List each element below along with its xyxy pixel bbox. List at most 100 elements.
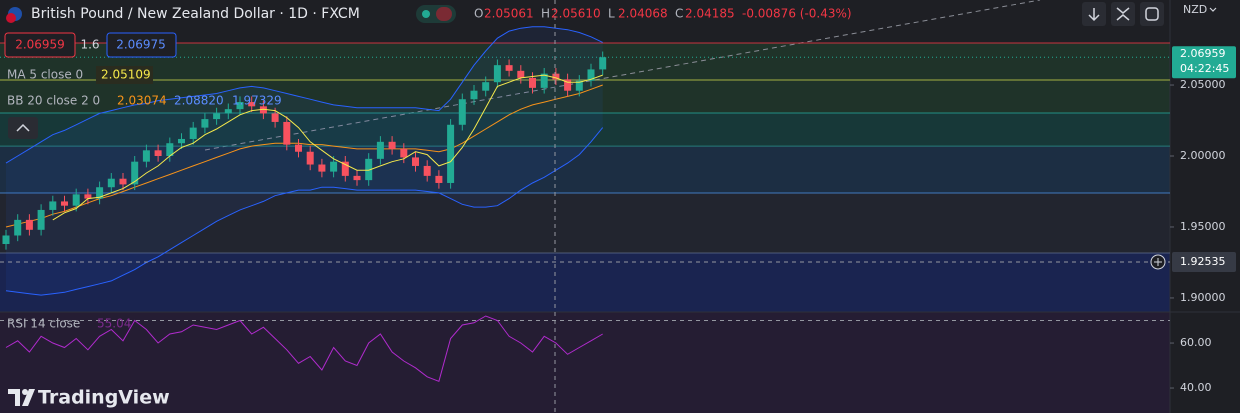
ohlc-label: C xyxy=(675,7,683,21)
rsi-tick-label: 40.00 xyxy=(1180,381,1212,394)
logo-mark xyxy=(8,389,35,406)
candle-body xyxy=(2,235,10,245)
bb-lower xyxy=(5,127,604,296)
scroll-icon xyxy=(1088,8,1100,22)
ma-name[interactable]: MA 5 close 0 xyxy=(7,68,83,82)
collapse-icon xyxy=(1116,7,1130,21)
market-status-badge xyxy=(436,7,452,21)
candle-body xyxy=(529,77,536,88)
candle-body xyxy=(505,65,513,71)
ohlc-value: 2.04185 xyxy=(685,7,735,21)
candle-body xyxy=(341,161,349,176)
y-tick-label: 1.95000 xyxy=(1180,220,1226,233)
candle-body xyxy=(178,138,185,144)
candle-body xyxy=(259,106,267,114)
sell-price[interactable]: 2.06959 xyxy=(15,38,65,52)
candle-body xyxy=(236,102,244,110)
market-status-dot xyxy=(422,10,430,18)
logo-text: TradingView xyxy=(38,387,170,409)
candle-body xyxy=(142,150,150,162)
collapse-button[interactable] xyxy=(1111,2,1135,26)
bb-name[interactable]: BB 20 close 2 0 xyxy=(7,94,100,108)
collapse-icon xyxy=(16,123,30,132)
candle-body xyxy=(213,113,221,120)
symbol-header: British Pound / New Zealand Dollar · 1D … xyxy=(6,5,456,23)
y-tick-label: 2.00000 xyxy=(1180,149,1226,162)
y-tick-label: 2.05000 xyxy=(1180,78,1226,91)
ohlc-values: O 2.05061 H 2.05610 L 2.04068 C 2.04185 xyxy=(474,7,735,21)
ohlc-label: O xyxy=(474,7,483,21)
crosshair-price-label: 1.92535 xyxy=(1180,255,1226,268)
candle-body xyxy=(37,209,45,230)
bb-upper-value: 2.08820 xyxy=(174,94,224,108)
candle-body xyxy=(201,119,209,128)
price-zone xyxy=(0,252,1170,312)
rsi-pane-background xyxy=(0,312,1170,413)
candle-body xyxy=(96,187,104,199)
candle-body xyxy=(61,201,68,206)
price-change: -0.00876 (-0.43%) xyxy=(742,7,852,21)
symbol-flag xyxy=(6,13,16,23)
rsi-value: 55.04 xyxy=(97,317,131,331)
buy-button[interactable] xyxy=(106,32,177,58)
candle-body xyxy=(283,121,291,145)
candle-body xyxy=(376,141,384,159)
candle-body xyxy=(72,194,80,206)
currency-caret xyxy=(1209,7,1217,12)
candle-body xyxy=(599,57,607,70)
candle-body xyxy=(318,164,326,172)
logo: TradingView xyxy=(8,387,170,409)
candle-body xyxy=(353,175,361,181)
fullscreen-icon xyxy=(1145,7,1159,21)
buy-price[interactable]: 2.06975 xyxy=(116,38,166,52)
candle-body xyxy=(423,165,431,176)
fullscreen-button[interactable] xyxy=(1140,2,1164,26)
ma-value: 2.05109 xyxy=(101,68,151,82)
candle-body xyxy=(330,161,338,172)
currency[interactable]: NZD xyxy=(1183,3,1207,16)
ohlc-value: 2.05610 xyxy=(551,7,601,21)
candle-body xyxy=(295,144,302,152)
candle-body xyxy=(119,178,127,185)
bb-basis-value: 2.03074 xyxy=(117,94,167,108)
bb-upper xyxy=(5,26,603,164)
ohlc-label: L xyxy=(608,7,615,21)
bb-fill xyxy=(6,26,603,296)
ohlc-value: 2.04068 xyxy=(618,7,668,21)
price-axis: 2.05000 2.00000 1.95000 1.90000 60.00 40.00 2.… xyxy=(1170,46,1236,394)
collapse-legend-button[interactable] xyxy=(8,117,38,139)
rsi-tick-label: 60.00 xyxy=(1180,336,1212,349)
price-zone xyxy=(0,43,1170,113)
last-price-box xyxy=(1172,46,1236,79)
plot xyxy=(0,26,1170,382)
candle-body xyxy=(189,127,197,139)
candle-body xyxy=(517,70,525,78)
rsi-line xyxy=(5,315,603,382)
candle-body xyxy=(49,201,57,210)
candle-body xyxy=(166,143,174,156)
trend-line xyxy=(204,0,1041,151)
candle-body xyxy=(224,109,232,114)
spread: 1.6 xyxy=(80,38,99,52)
candle-body xyxy=(575,80,583,91)
symbol-title[interactable]: British Pound / New Zealand Dollar · 1D … xyxy=(31,6,360,22)
candle-body xyxy=(306,151,314,165)
candle-body xyxy=(458,99,466,125)
sell-button[interactable] xyxy=(4,32,76,58)
candle-body xyxy=(107,178,115,188)
add-alert-icon xyxy=(1154,257,1162,266)
candle-body xyxy=(564,79,572,91)
rsi-legend: RSI 14 close 55.04 xyxy=(7,317,131,331)
candle-body xyxy=(412,157,419,166)
y-tick-label: 1.90000 xyxy=(1180,291,1226,304)
order-panel: 2.06959 1.6 2.06975 xyxy=(4,32,177,58)
candle-body xyxy=(447,124,455,183)
ohlc-label: H xyxy=(541,7,550,21)
candle-body xyxy=(400,148,408,158)
bb-lower-value: 1.97329 xyxy=(232,94,282,108)
candle-body xyxy=(493,65,501,83)
rsi-name[interactable]: RSI 14 close xyxy=(7,317,80,331)
candle-body xyxy=(131,161,139,185)
candle-body xyxy=(84,194,92,199)
